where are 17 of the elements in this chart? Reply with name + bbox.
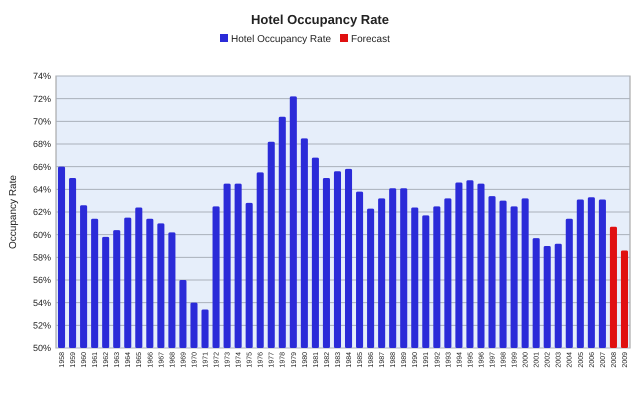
chart-title: Hotel Occupancy Rate bbox=[251, 12, 389, 27]
legend-label: Forecast bbox=[351, 34, 390, 45]
y-axis-title: Occupancy Rate bbox=[8, 174, 19, 249]
y-tick-label: 64% bbox=[32, 184, 51, 194]
legend-label: Hotel Occupancy Rate bbox=[231, 34, 332, 45]
y-tick-label: 66% bbox=[32, 162, 51, 172]
y-tick-label: 58% bbox=[32, 252, 51, 262]
y-tick-label: 72% bbox=[32, 94, 51, 104]
y-tick-label: 54% bbox=[32, 298, 51, 308]
y-tick-label: 50% bbox=[32, 343, 51, 354]
y-tick-label: 68% bbox=[32, 139, 51, 150]
y-tick-label: 62% bbox=[32, 207, 51, 218]
y-tick-label: 56% bbox=[32, 275, 51, 286]
y-tick-label: 52% bbox=[32, 320, 51, 330]
y-tick-label: 70% bbox=[32, 116, 51, 126]
y-tick-label: 74% bbox=[32, 71, 51, 82]
y-tick-label: 60% bbox=[32, 230, 51, 240]
